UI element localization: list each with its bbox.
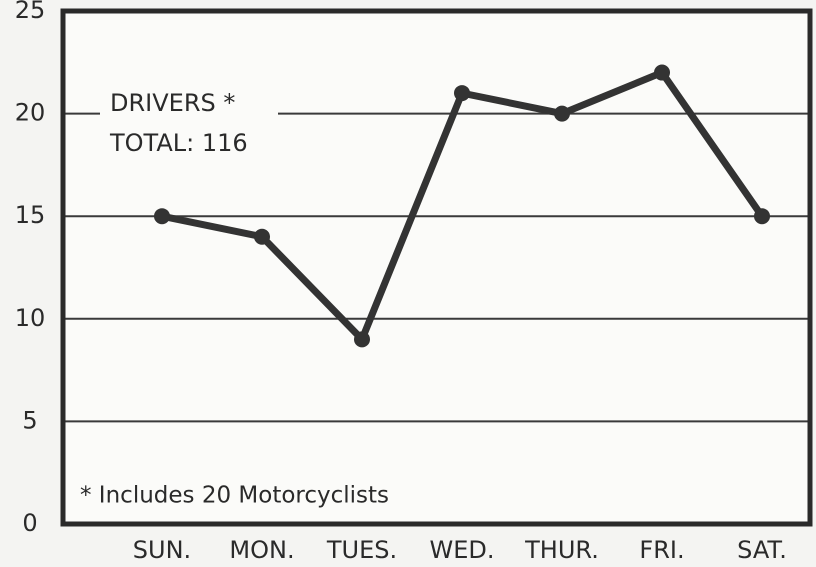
x-tick-label: SUN. — [133, 536, 191, 564]
point — [554, 105, 570, 122]
point — [354, 331, 370, 348]
y-tick-label: 0 — [22, 509, 37, 537]
point — [254, 228, 270, 245]
point — [454, 85, 470, 102]
y-tick-label: 10 — [15, 304, 46, 332]
y-tick-label: 15 — [15, 201, 46, 229]
point — [154, 208, 170, 225]
point — [754, 208, 770, 225]
x-tick-label: MON. — [229, 536, 294, 564]
x-tick-label: SAT. — [737, 536, 787, 564]
plot-frame — [60, 8, 813, 527]
x-tick-label: TUES. — [326, 536, 397, 564]
annotation-background — [100, 85, 278, 163]
y-tick-label: 20 — [15, 99, 46, 127]
y-tick-label: 25 — [15, 0, 46, 24]
x-tick-label: FRI. — [639, 536, 684, 564]
point — [654, 64, 670, 81]
annotation: TOTAL: 116 — [109, 129, 248, 157]
x-tick-label: WED. — [429, 536, 494, 564]
x-tick-label: THUR. — [524, 536, 599, 564]
annotation: DRIVERS * — [110, 89, 235, 117]
footnote: * Includes 20 Motorcyclists — [80, 483, 389, 509]
y-tick-label: 5 — [22, 406, 37, 434]
